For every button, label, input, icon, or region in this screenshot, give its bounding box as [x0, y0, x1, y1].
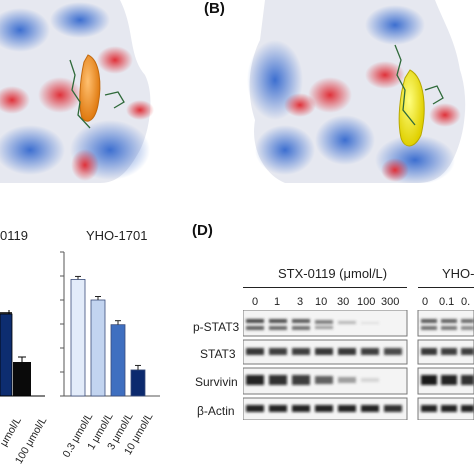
conc-r-0.x: 0. [461, 296, 471, 308]
yho-group-underline [418, 287, 474, 288]
left-bar-dark-blue [0, 313, 13, 397]
left-tick-fragment-1: μmol/L [0, 415, 25, 449]
row-label-p-stat3: p-STAT3 [193, 320, 240, 334]
western-blot-image [243, 310, 474, 420]
panel-b-surface-image [245, 0, 474, 183]
conc-300: 300 [381, 296, 400, 308]
conc-10: 10 [315, 296, 328, 308]
bar-10-μmol/L [130, 369, 146, 397]
row-label-stat3: STAT3 [200, 347, 236, 361]
conc-r-0.1: 0.1 [439, 296, 455, 308]
conc-100: 100 [357, 296, 376, 308]
conc-0: 0 [252, 296, 259, 308]
conc-1: 1 [274, 296, 281, 308]
conc-r-0: 0 [422, 296, 429, 308]
row-label-survivin: Survivin [195, 375, 238, 389]
bar-1-μmol/L [90, 299, 106, 397]
yho-group-label-fragment: YHO- [442, 266, 474, 281]
yho1701-bar-chart [60, 251, 160, 397]
panel-c-right-title: YHO-1701 [86, 228, 148, 243]
conc-30: 30 [337, 296, 350, 308]
stx0119-group-label: STX-0119 (μmol/L) [278, 266, 388, 281]
conc-3: 3 [297, 296, 304, 308]
row-label-beta-actin: β-Actin [197, 404, 235, 418]
bar-3-μmol/L [110, 324, 126, 397]
panel-c-left-chart [0, 310, 45, 397]
bar-0.3-μmol/L [70, 279, 86, 397]
panel-a-surface-image [0, 0, 155, 183]
panel-c-left-title-fragment: 0119 [0, 228, 28, 243]
left-bar-black [13, 362, 31, 396]
panel-d-letter: (D) [192, 222, 213, 239]
panel-b-letter: (B) [204, 0, 225, 17]
stx0119-group-underline [243, 287, 407, 288]
